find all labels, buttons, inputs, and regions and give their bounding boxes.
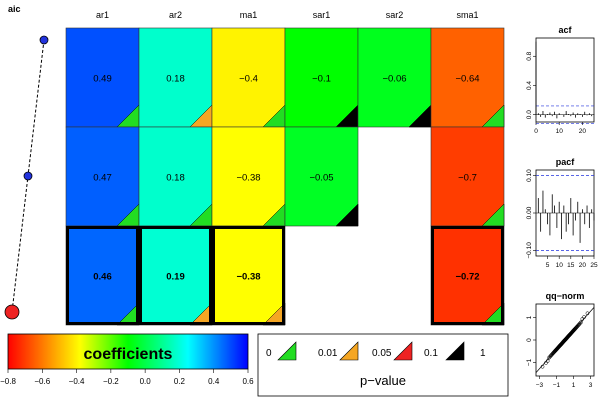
pvalue-legend-title: p−value — [360, 373, 406, 388]
aic-title: aic — [8, 4, 21, 14]
cell-value: 0.19 — [166, 272, 185, 283]
cell-value: −0.7 — [458, 173, 477, 184]
aic-point — [4, 304, 20, 320]
colorbar-label: coefficients — [84, 346, 173, 363]
selected-cell-border — [212, 226, 285, 325]
y-tick-label: −0.10 — [526, 242, 533, 259]
cell-value: 0.49 — [93, 74, 112, 85]
colorbar-tick-label: 0.6 — [242, 377, 254, 386]
colorbar-tick-label: −0.8 — [0, 377, 16, 386]
heatmap-cell — [211, 225, 286, 326]
y-tick-label: 0.4 — [526, 81, 533, 90]
pvalue-break-label: 1 — [480, 348, 486, 359]
colorbar-tick-label: 0.0 — [140, 377, 152, 386]
pvalue-break-label: 0.01 — [318, 348, 338, 359]
cell-value: 0.18 — [166, 74, 185, 85]
x-tick-label: 15 — [567, 262, 575, 269]
x-tick-label: 0 — [534, 128, 538, 135]
qq-point — [540, 364, 545, 369]
pvalue-legend-triangle — [445, 341, 465, 361]
x-tick-label: −3 — [536, 382, 544, 389]
cell-value: 0.47 — [93, 173, 112, 184]
qq-point — [545, 359, 550, 363]
x-tick-label: 3 — [589, 382, 593, 389]
column-label: ma1 — [240, 10, 258, 20]
x-tick-label: 20 — [579, 262, 587, 269]
column-label: sar1 — [313, 10, 331, 20]
heatmap-cell — [65, 27, 140, 128]
x-tick-label: −1 — [553, 382, 561, 389]
y-tick-label: 0.10 — [526, 169, 533, 182]
cell-value: −0.1 — [312, 74, 331, 85]
x-tick-label: 10 — [556, 128, 564, 135]
qq-point — [579, 320, 583, 324]
colorbar-tick-label: −0.6 — [34, 377, 50, 386]
y-tick-label: 0.0 — [526, 110, 533, 119]
panel-title: qq−norm — [546, 291, 585, 301]
heatmap-cell — [65, 126, 140, 227]
cell-value: −0.64 — [455, 74, 479, 85]
qq-point — [578, 321, 583, 326]
y-tick-label: −1 — [526, 358, 533, 366]
y-tick-label: 1 — [526, 315, 533, 319]
panel-title: pacf — [556, 157, 576, 167]
colorbar-tick-label: −0.4 — [69, 377, 85, 386]
pvalue-legend-triangle — [393, 341, 413, 361]
pvalue-legend-triangle — [339, 341, 359, 361]
cell-value: −0.38 — [236, 173, 260, 184]
heatmap-cell — [430, 27, 505, 128]
pvalue-legend-box — [257, 333, 509, 397]
cell-value: −0.4 — [239, 74, 258, 85]
qq-point — [585, 311, 590, 316]
heatmap-cell — [430, 126, 505, 227]
colorbar — [7, 333, 249, 370]
cell-value: 0.18 — [166, 173, 185, 184]
heatmap-cell — [430, 225, 505, 326]
cell-value: −0.38 — [236, 272, 260, 283]
x-tick-label: 25 — [590, 262, 598, 269]
x-tick-label: 1 — [572, 382, 576, 389]
x-tick-label: 20 — [579, 128, 587, 135]
aic-point — [39, 35, 49, 45]
column-label: ar1 — [96, 10, 109, 20]
colorbar-tick-label: 0.4 — [208, 377, 220, 386]
heatmap-cell — [284, 27, 359, 128]
heatmap-cell — [284, 126, 359, 227]
x-tick-label: 10 — [556, 262, 564, 269]
panel-title: acf — [558, 25, 572, 35]
panel-frame — [535, 37, 595, 123]
heatmap-cell — [211, 126, 286, 227]
y-tick-label: 0.8 — [526, 51, 533, 60]
heatmap-cell — [357, 27, 432, 128]
selected-cell-border — [66, 226, 139, 325]
pvalue-break-label: 0 — [266, 348, 272, 359]
qq-point — [575, 324, 580, 328]
heatmap-cell — [65, 225, 140, 326]
column-label: ar2 — [169, 10, 182, 20]
cell-value: −0.72 — [455, 272, 479, 283]
qq-point — [582, 315, 586, 319]
x-tick-label: 5 — [546, 262, 550, 269]
y-tick-label: 0.00 — [526, 206, 533, 219]
pvalue-break-label: 0.05 — [372, 348, 392, 359]
column-label: sma1 — [456, 10, 478, 20]
cell-value: 0.46 — [93, 272, 112, 283]
cell-value: −0.05 — [309, 173, 333, 184]
aic-point — [23, 171, 33, 181]
y-tick-label: 0 — [526, 338, 533, 342]
cell-value: −0.06 — [382, 74, 406, 85]
heatmap-cell — [138, 126, 213, 227]
pvalue-triangle — [335, 203, 359, 227]
column-label: sar2 — [386, 10, 404, 20]
pvalue-break-label: 0.1 — [424, 348, 438, 359]
selected-cell-border — [139, 226, 212, 325]
selected-cell-border — [431, 226, 504, 325]
colorbar-tick-label: −0.2 — [103, 377, 119, 386]
pvalue-legend-triangle — [277, 341, 297, 361]
colorbar-tick-label: 0.2 — [174, 377, 186, 386]
